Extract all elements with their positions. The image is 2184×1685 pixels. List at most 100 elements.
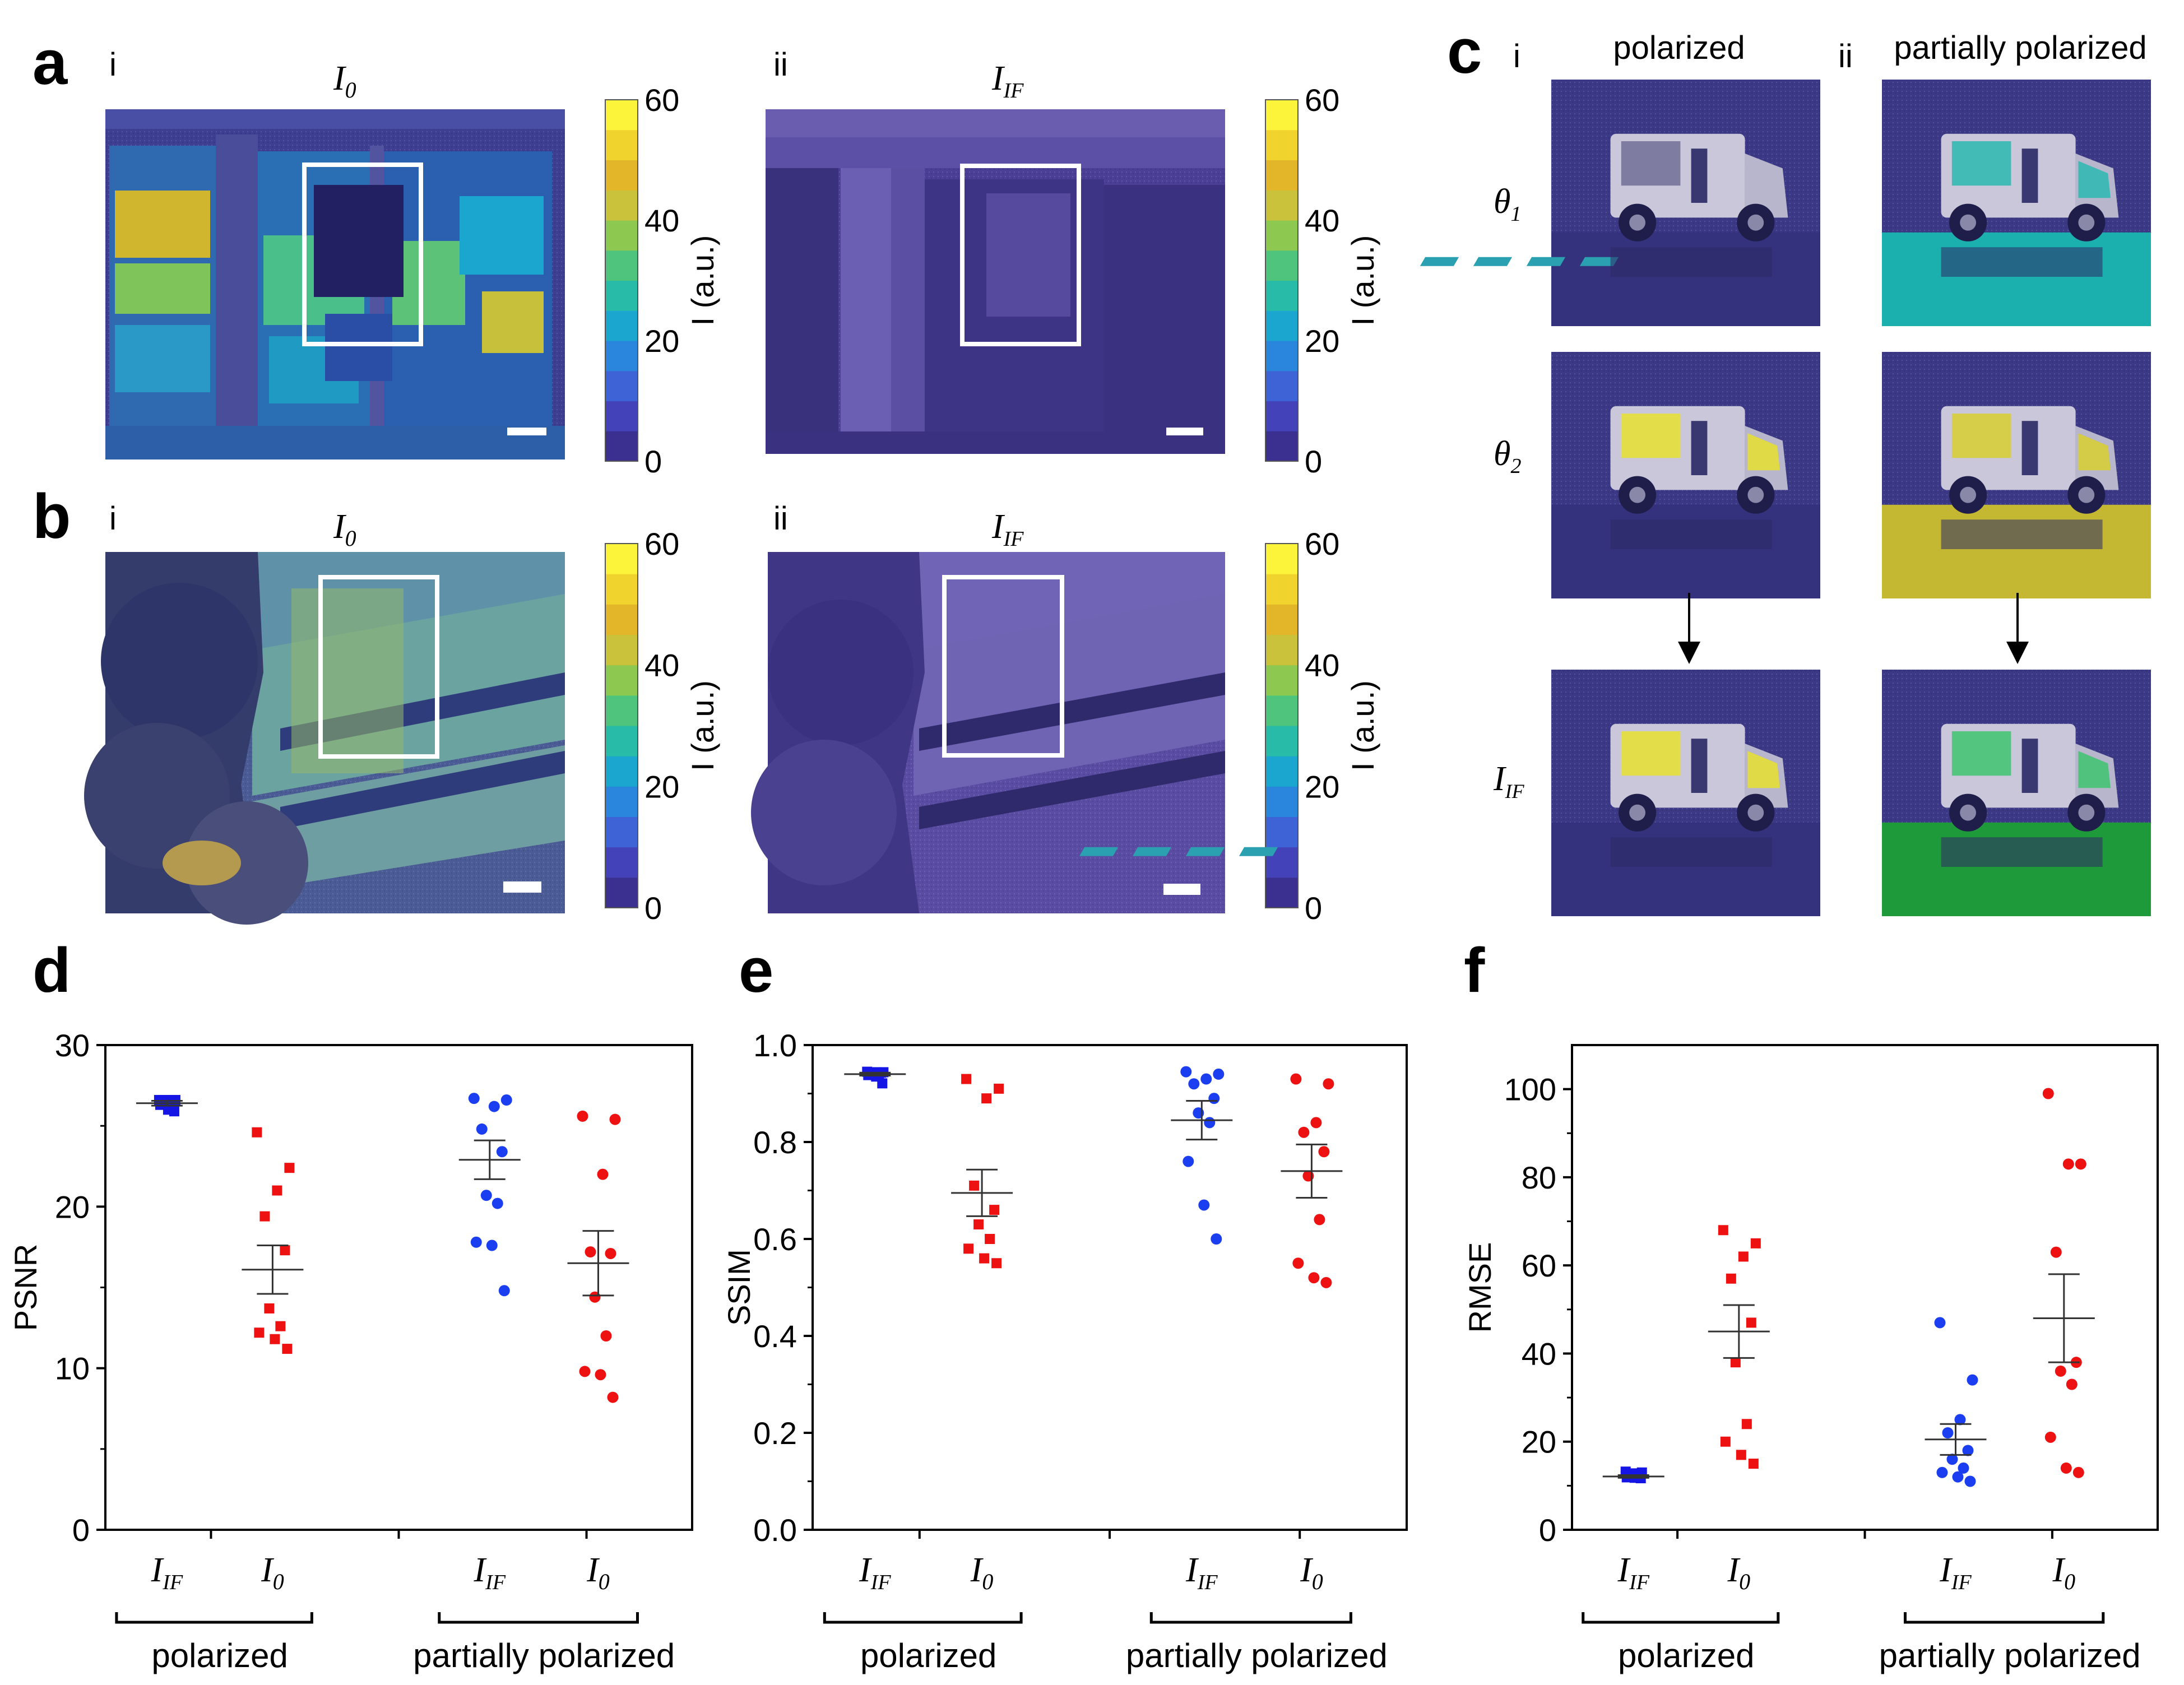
colorbar-segment	[605, 544, 638, 574]
colorbar-segment	[1265, 100, 1298, 131]
title-a-i: I0	[333, 59, 356, 103]
data-point	[2044, 1431, 2056, 1443]
colorbar-segment	[1265, 190, 1298, 221]
data-point	[1320, 1276, 1332, 1288]
colorbar-segment	[1265, 756, 1298, 787]
roi-box	[318, 575, 439, 759]
panel-label-e: e	[739, 935, 773, 1005]
scale-bar	[1163, 884, 1200, 895]
data-point	[961, 1074, 972, 1084]
data-point	[1298, 1126, 1310, 1138]
colorbar-segment	[605, 431, 638, 462]
subpanel-a-ii: ii	[773, 47, 788, 83]
data-point	[264, 1303, 275, 1313]
plot-frame	[1571, 1044, 2159, 1531]
data-point	[1200, 1073, 1212, 1085]
y-tick-label: 60	[1522, 1248, 1556, 1283]
image-b-i	[84, 552, 565, 925]
colorbar-segment	[605, 604, 638, 635]
colorbar-segment	[605, 129, 638, 160]
colorbar-tick-label: 40	[1305, 648, 1339, 683]
data-point	[491, 1197, 503, 1209]
y-tick-label: 0	[1539, 1512, 1556, 1548]
x-category-label: IIF	[1939, 1551, 1972, 1594]
colorbar-label: I (a.u.)	[685, 235, 720, 326]
data-point	[1964, 1475, 1976, 1487]
data-point	[585, 1246, 596, 1258]
data-point	[1738, 1251, 1749, 1262]
colorbar-tick-label: 40	[1305, 203, 1339, 238]
data-point	[1936, 1466, 1948, 1478]
colorbar-segment	[605, 847, 638, 878]
colorbar-segment	[605, 665, 638, 696]
group-bracket	[1149, 1612, 1352, 1624]
colorbar-segment	[1265, 431, 1298, 462]
colorbar-segment	[1265, 816, 1298, 848]
group-bracket	[1582, 1612, 1780, 1624]
data-point	[284, 1163, 295, 1173]
colorbar-label: I (a.u.)	[1345, 235, 1380, 326]
colorbar: 60 40 20 0 I (a.u.)	[605, 526, 720, 926]
data-point	[1314, 1214, 1325, 1226]
group-label: partially polarized	[1126, 1637, 1388, 1674]
colorbar-segment	[1265, 250, 1298, 281]
panel-label-b: b	[33, 481, 71, 551]
group-bracket	[115, 1612, 313, 1624]
chart-ssim: 0.0 0.2 0.4 0.6 0.8 1.0 SSIM IIF I0 IIF I0 polarize…	[721, 1028, 1408, 1674]
colorbar-segment	[605, 280, 638, 311]
colorbar-segment	[1265, 877, 1298, 908]
colorbar-segment	[605, 341, 638, 372]
title-b-i: I0	[333, 508, 356, 551]
data-point	[1292, 1257, 1304, 1269]
colorbar-segment	[605, 310, 638, 341]
data-point	[877, 1078, 888, 1089]
data-point	[2050, 1246, 2062, 1258]
data-point	[991, 1258, 1002, 1269]
data-point	[468, 1093, 480, 1104]
colorbar-tick-label: 0	[1305, 890, 1322, 926]
row-label-theta1: θ1	[1494, 183, 1521, 226]
subpanel-c-ii: ii	[1838, 38, 1853, 75]
data-point	[254, 1327, 265, 1338]
x-category-label: IIF	[1617, 1551, 1649, 1594]
image-b-ii	[751, 552, 1225, 913]
data-point	[979, 1253, 990, 1264]
colorbar-frame	[1265, 99, 1299, 462]
colorbar-segment	[1265, 220, 1298, 251]
colorbar-segment	[605, 370, 638, 401]
data-point	[2062, 1158, 2074, 1170]
y-tick-label: 20	[1522, 1424, 1556, 1460]
colorbar-segment	[605, 574, 638, 605]
colorbar-segment	[1265, 634, 1298, 666]
image-a-i	[105, 109, 565, 459]
data-point	[595, 1369, 606, 1381]
data-point	[498, 1285, 510, 1297]
colorbar-segment	[1265, 726, 1298, 756]
colorbar-segment	[605, 726, 638, 756]
data-point	[1204, 1117, 1216, 1129]
group-bracket	[1903, 1612, 2105, 1624]
group-bracket	[438, 1612, 639, 1624]
colorbars: 60 40 20 0 I (a.u.) 60 40 20 0 I (a.u.) 60 40 20 0 I (…	[605, 82, 1380, 926]
data-point	[2055, 1365, 2066, 1377]
group-label: partially polarized	[413, 1637, 675, 1674]
data-point	[169, 1106, 179, 1117]
series-0	[1602, 1466, 1664, 1483]
chart-rmse: 0 20 40 60 80 100 RMSE IIF I0 IIF I0 polarized parti…	[1462, 1044, 2159, 1674]
tile-iif-polarized	[1079, 670, 1820, 916]
data-point	[981, 1093, 992, 1104]
colorbar-segment	[1265, 280, 1298, 311]
data-point	[1954, 1414, 1966, 1426]
data-point	[1726, 1273, 1736, 1284]
colorbar-segment	[605, 401, 638, 431]
data-point	[1942, 1427, 1954, 1438]
colorbar-frame	[1265, 543, 1299, 908]
colorbar-segment	[605, 634, 638, 666]
data-point	[282, 1344, 293, 1354]
data-point	[985, 1234, 995, 1244]
x-category-label: I0	[1300, 1551, 1323, 1594]
data-point	[969, 1180, 980, 1191]
data-point	[1310, 1117, 1322, 1129]
y-axis-label: SSIM	[721, 1249, 757, 1326]
data-point	[2042, 1088, 2054, 1099]
